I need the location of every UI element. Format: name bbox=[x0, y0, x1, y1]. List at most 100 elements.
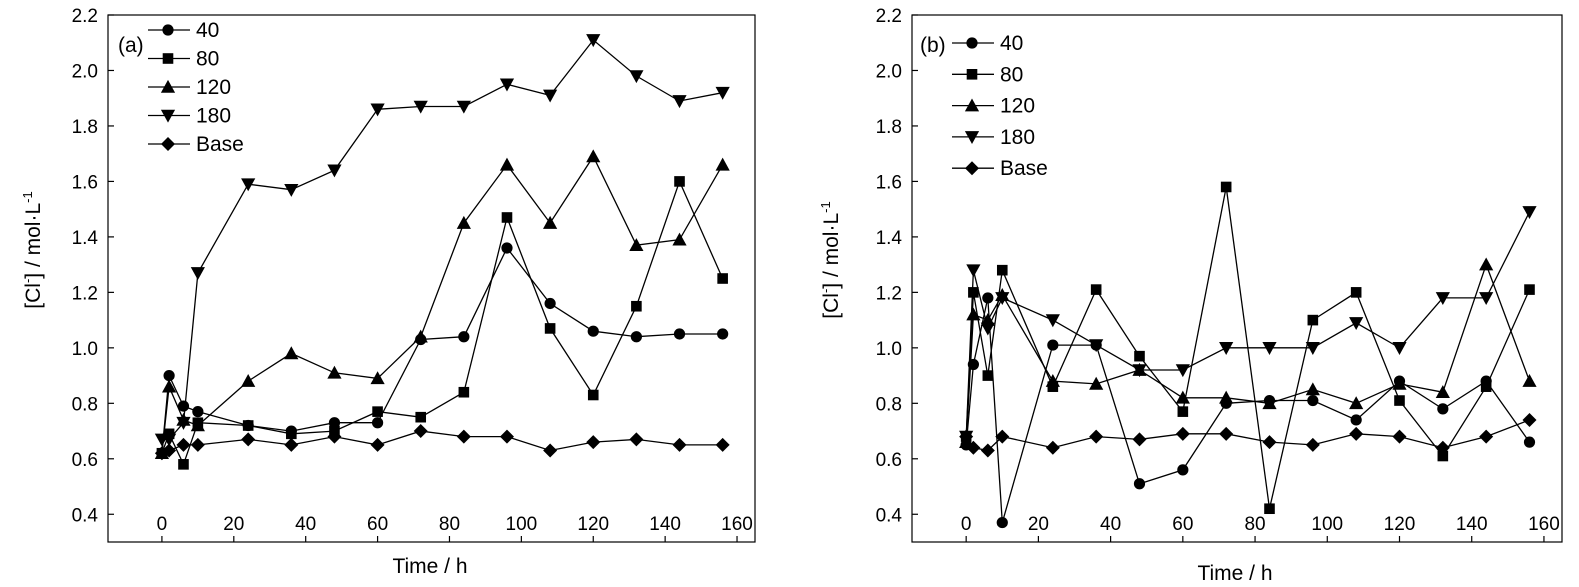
data-point bbox=[162, 443, 177, 458]
y-axis-label-part: ] / mol·L bbox=[22, 203, 45, 279]
data-point bbox=[586, 34, 601, 48]
data-point bbox=[162, 433, 177, 447]
data-point bbox=[1045, 314, 1060, 328]
y-axis-label-sup: - bbox=[818, 289, 833, 293]
data-point bbox=[1219, 426, 1234, 441]
legend-item: Base bbox=[952, 157, 1048, 180]
y-tick-label: 1.2 bbox=[876, 283, 902, 304]
data-point bbox=[1175, 390, 1190, 404]
data-point bbox=[241, 432, 256, 447]
data-point bbox=[327, 365, 342, 379]
y-tick-label: 0.4 bbox=[876, 505, 903, 526]
data-point bbox=[499, 78, 515, 92]
y-tick-label: 1.2 bbox=[72, 283, 98, 304]
plot-frame bbox=[911, 14, 1563, 543]
y-axis-label-part: ] / mol·L bbox=[820, 213, 843, 289]
data-point bbox=[1045, 374, 1060, 387]
y-tick-label: 1.8 bbox=[72, 117, 98, 138]
data-point bbox=[1350, 287, 1362, 298]
y-tick-label: 1.4 bbox=[72, 228, 99, 249]
legend-marker bbox=[965, 161, 979, 176]
x-tick-label: 100 bbox=[506, 514, 538, 535]
legend-marker bbox=[964, 131, 980, 144]
data-point bbox=[371, 417, 384, 429]
data-point bbox=[241, 374, 256, 387]
x-tick-label: 40 bbox=[1100, 514, 1121, 535]
series-line bbox=[965, 419, 1530, 452]
x-tick-label: 120 bbox=[1384, 514, 1416, 535]
data-point bbox=[1307, 394, 1319, 407]
data-point bbox=[1392, 342, 1407, 355]
data-point bbox=[717, 328, 729, 340]
y-axis-label-sup: - bbox=[20, 279, 35, 283]
series-line bbox=[161, 155, 724, 454]
y-tick-label: 2.0 bbox=[876, 61, 902, 82]
legend-item: 80 bbox=[952, 63, 1023, 86]
data-point bbox=[1479, 429, 1494, 444]
data-point bbox=[370, 103, 385, 117]
y-tick-label: 0.8 bbox=[876, 394, 902, 415]
legend-label: 40 bbox=[1000, 32, 1023, 55]
y-axis-label-part: [Cl bbox=[820, 293, 843, 319]
x-tick-label: 0 bbox=[961, 514, 972, 535]
data-point bbox=[1349, 317, 1364, 330]
legend-item: 80 bbox=[148, 48, 219, 71]
data-point bbox=[715, 157, 730, 171]
legend-label: Base bbox=[1000, 157, 1048, 180]
legend: 40 80 120 180 Base bbox=[952, 32, 1048, 180]
data-point bbox=[1175, 426, 1190, 441]
data-point bbox=[629, 238, 644, 252]
data-point bbox=[499, 429, 514, 444]
data-point bbox=[1349, 396, 1364, 410]
data-point bbox=[1305, 382, 1320, 396]
data-point bbox=[241, 178, 256, 192]
data-point bbox=[1349, 426, 1364, 441]
data-point bbox=[1177, 464, 1189, 476]
legend-item: 40 bbox=[952, 32, 1023, 55]
x-tick-label: 0 bbox=[157, 514, 168, 535]
legend-marker bbox=[161, 137, 175, 151]
y-axis-label-part: [Cl bbox=[22, 283, 45, 309]
data-point bbox=[672, 95, 687, 109]
data-point bbox=[1392, 376, 1407, 390]
y-tick-label: 0.4 bbox=[72, 505, 99, 526]
data-point bbox=[177, 400, 190, 412]
legend-label: 180 bbox=[1000, 126, 1035, 149]
data-point bbox=[543, 443, 558, 458]
data-point bbox=[543, 215, 558, 229]
data-point bbox=[1089, 339, 1104, 353]
data-point bbox=[1522, 412, 1537, 427]
plot-frame bbox=[107, 14, 756, 543]
legend-item: 40 bbox=[148, 19, 219, 42]
data-point bbox=[544, 323, 556, 334]
data-point bbox=[1479, 292, 1494, 306]
y-axis-label: [Cl-] / mol·L-1 bbox=[818, 201, 843, 318]
legend-label: 40 bbox=[196, 19, 219, 42]
legend-marker bbox=[162, 53, 174, 64]
y-tick-label: 1.6 bbox=[72, 172, 98, 193]
x-tick-label: 60 bbox=[1172, 514, 1193, 535]
data-point bbox=[1220, 181, 1232, 193]
data-point bbox=[982, 292, 994, 304]
data-point bbox=[543, 89, 558, 103]
data-point bbox=[1437, 403, 1449, 415]
legend-marker bbox=[162, 24, 174, 36]
data-point bbox=[630, 331, 642, 343]
data-point bbox=[980, 443, 995, 458]
data-point bbox=[1524, 284, 1535, 295]
data-point bbox=[413, 100, 428, 114]
legend-label: 80 bbox=[1000, 63, 1023, 86]
data-point bbox=[176, 437, 191, 452]
data-point bbox=[1175, 364, 1190, 378]
data-point bbox=[996, 264, 1008, 276]
data-point bbox=[968, 287, 979, 298]
data-point bbox=[501, 242, 513, 254]
data-point bbox=[1047, 339, 1059, 351]
data-point bbox=[1394, 395, 1405, 406]
data-point bbox=[717, 273, 728, 284]
data-point bbox=[1264, 503, 1275, 515]
legend-item: 120 bbox=[952, 95, 1035, 118]
series-120 bbox=[959, 257, 1537, 448]
data-point bbox=[674, 176, 685, 187]
x-tick-label: 20 bbox=[1028, 514, 1049, 535]
